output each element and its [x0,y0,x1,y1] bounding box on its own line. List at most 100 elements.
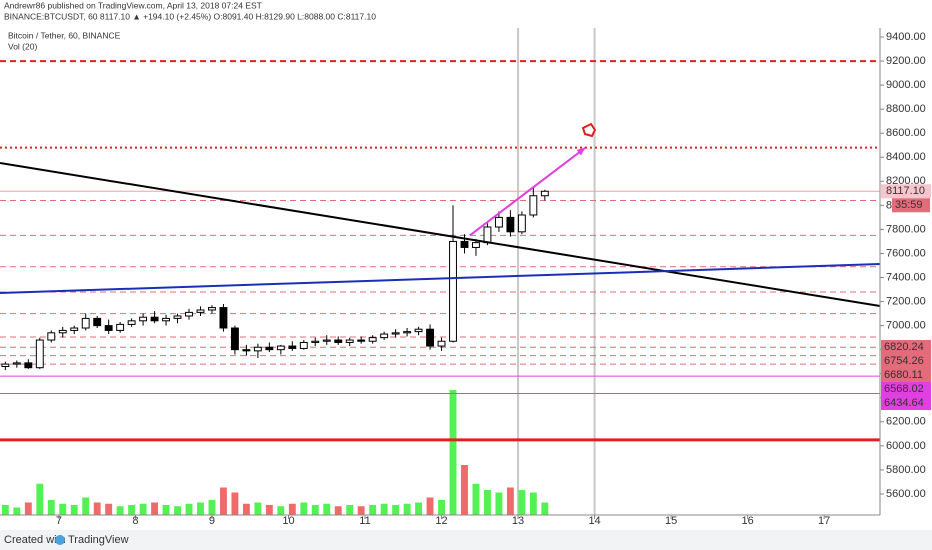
volume-bar [300,502,308,515]
candle-body [334,339,343,343]
volume-bar [220,487,227,515]
axis-badge-label: 6568.02 [884,383,924,395]
footer-created: Created with [4,534,66,546]
y-tick-label: 9000.00 [886,79,926,91]
trendline [469,146,586,237]
candle-body [426,328,434,347]
volume-bar [357,506,365,515]
trendline [0,263,881,295]
indicator-label: Vol (20) [8,41,37,51]
y-tick-label: 5800.00 [886,464,926,476]
axis-badge [881,382,931,396]
volume-bar [47,500,55,515]
volume-bar [506,487,514,515]
volume-bar [472,483,480,515]
axis-badge [881,396,931,410]
candle-body [1,363,10,367]
candle-body [311,340,320,343]
countdown-label: 35:59 [895,199,923,211]
candle-body [35,339,44,369]
volume-bar [174,506,181,515]
y-tick-label: 9200.00 [886,55,926,67]
volume-bar [334,506,342,515]
countdown-badge [892,198,930,213]
y-tick-label: 8600.00 [886,127,926,139]
candle-body [460,240,469,248]
x-tick-label: 12 [435,515,447,527]
volume-bar [277,506,285,515]
volume-bar [369,505,377,515]
volume-bar [254,502,262,515]
y-tick-label: 6200.00 [886,416,926,428]
candle-body [437,340,446,347]
axis-badge [881,354,931,368]
candle-body [150,316,159,322]
volume-bar [392,505,400,515]
symbol-line: BINANCE:BTCUSDT, 60 8117.10 ▲ +194.10 (+… [4,11,376,21]
candle-body [494,216,503,228]
last-price-badge [881,184,931,199]
y-tick-label: 7000.00 [886,320,926,332]
candle-body [483,226,492,244]
candle-body [58,329,67,334]
candle-body [414,328,423,333]
volume-bar [415,502,423,515]
y-tick-label: 5600.00 [886,488,926,500]
candle-body [242,349,251,352]
candle-body [219,307,228,329]
volume-bar [105,503,113,515]
candle-body [368,337,377,342]
volume-bar [346,505,354,515]
candle-body [116,323,125,331]
candle-body [265,346,274,351]
candle-body [70,327,79,331]
candle-body [380,333,389,339]
volume-bar [36,483,44,515]
candle-body [185,311,193,317]
volume-bar [231,492,239,515]
volume-bar [128,505,136,515]
x-tick-label: 14 [588,515,600,527]
candle-body [173,315,182,319]
published-line: Andrewr86 published on TradingView.com, … [4,0,262,10]
footer-brand: TradingView [68,534,129,546]
volume-bar [495,492,503,515]
y-tick-label: 9400.00 [886,31,926,43]
volume-bar [541,502,549,515]
axis-badge [881,368,931,382]
candle-body [529,195,538,216]
chart-title: Bitcoin / Tether, 60, BINANCE [8,30,121,40]
volume-bar [93,502,101,515]
candle-body [345,339,354,343]
y-tick-label: 7600.00 [886,247,926,259]
y-tick-label: 8200.00 [886,175,926,187]
volume-bar [438,500,445,515]
volume-bar [426,497,434,515]
candle-body [139,316,148,322]
x-tick-label: 10 [282,515,294,527]
candle-body [12,362,21,365]
candle-body [540,190,549,197]
x-tick-label: 17 [818,515,830,527]
volume-bar [323,503,331,515]
volume-bar [162,505,170,515]
y-tick-label: 7200.00 [886,295,926,307]
volume-bar [1,505,9,515]
x-tick-label: 13 [512,515,524,527]
x-tick-label: 7 [56,515,62,527]
candle-body [253,346,262,352]
candle-body [127,320,136,325]
volume-bar [82,497,90,515]
y-tick-label: 8800.00 [886,103,926,115]
candle-body [47,332,56,341]
candle-body [506,216,515,233]
candle-body [276,345,285,351]
volume-bar [484,490,491,515]
axis-badge-label: 6680.11 [884,369,923,381]
volume-bar [139,503,147,515]
candle-body [449,240,457,342]
hand-icon [581,122,597,138]
x-tick-label: 9 [209,515,215,527]
